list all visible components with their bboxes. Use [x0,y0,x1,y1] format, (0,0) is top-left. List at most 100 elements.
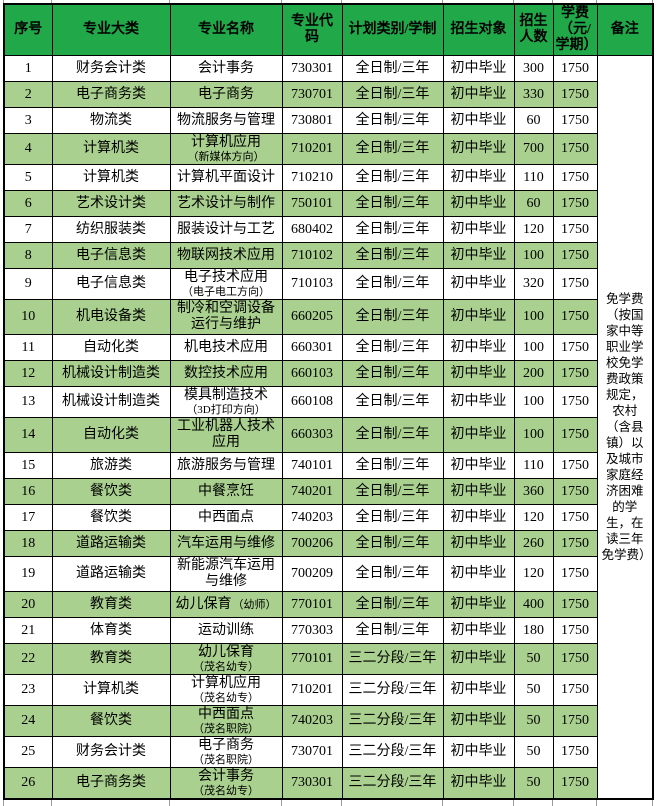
cell-code: 730301 [281,55,343,82]
table-row: 17 餐饮类 中西面点 740203 全日制/三年 初中毕业 120 1750 [3,504,653,531]
major-subname: （茂名幼专） [193,785,259,797]
cell-target: 初中毕业 [442,299,515,335]
table-row: 7 纺织服装类 服装设计与工艺 680402 全日制/三年 初中毕业 120 1… [3,216,653,243]
cell-fee: 1750 [552,190,598,217]
cell-plan: 全日制/三年 [341,216,444,243]
cell-code: 680402 [281,216,343,243]
cell-count: 120 [513,216,554,243]
cell-plan: 全日制/三年 [341,133,444,165]
table-row: 16 餐饮类 中餐烹饪 740201 全日制/三年 初中毕业 360 1750 [3,478,653,505]
cell-category: 电子信息类 [51,268,171,300]
cell-plan: 全日制/三年 [341,417,444,453]
cell-major: 汽车运用与维修 [169,530,283,557]
table-row: 24 餐饮类 中西面点 （茂名职院） 740203 三二分段/三年 初中毕业 50… [3,705,653,737]
cell-plan: 全日制/三年 [341,334,444,361]
cell-code: 660301 [281,334,343,361]
cell-code: 770101 [281,591,343,618]
cell-seq: 3 [3,107,53,134]
major-subname: （茂名职院） [193,723,259,735]
cell-fee: 1750 [552,216,598,243]
cell-category: 财务会计类 [51,736,171,768]
major-name: 中西面点 [198,707,254,722]
cell-seq: 14 [3,417,53,453]
cell-target: 初中毕业 [442,674,515,706]
cell-target: 初中毕业 [442,55,515,82]
cell-major: 计算机平面设计 [169,164,283,191]
cell-count: 700 [513,133,554,165]
cell-code: 750101 [281,190,343,217]
cell-target: 初中毕业 [442,81,515,108]
cell-category: 餐饮类 [51,705,171,737]
cell-major: 服装设计与工艺 [169,216,283,243]
cell-target: 初中毕业 [442,530,515,557]
cell-fee: 1750 [552,299,598,335]
cell-major: 计算机应用 （新媒体方向） [169,133,283,165]
cell-seq: 26 [3,767,53,800]
cell-code: 710201 [281,133,343,165]
cell-seq: 15 [3,452,53,479]
cell-major: 幼儿保育（幼师） [169,591,283,618]
table-body: 1 财务会计类 会计事务 730301 全日制/三年 初中毕业 300 1750… [3,55,654,800]
cell-fee: 1750 [552,81,598,108]
cell-seq: 9 [3,268,53,300]
cell-major: 中西面点 [169,504,283,531]
cell-seq: 23 [3,674,53,706]
cell-seq: 17 [3,504,53,531]
cell-category: 机电设备类 [51,299,171,335]
cell-fee: 1750 [552,705,598,737]
cell-target: 初中毕业 [442,242,515,269]
cell-major: 物联网技术应用 [169,242,283,269]
major-name: 艺术设计与制作 [177,195,275,211]
cell-plan: 全日制/三年 [341,81,444,108]
gridline-tick [169,800,170,806]
cell-fee: 1750 [552,643,598,675]
major-name: 服装设计与工艺 [177,221,275,237]
major-name: 计算机平面设计 [177,169,275,185]
major-name: 电子技术应用 [184,270,268,285]
table-row: 25 财务会计类 电子商务 （茂名职院） 730701 三二分段/三年 初中毕业 … [3,736,653,768]
table-row: 11 自动化类 机电技术应用 660301 全日制/三年 初中毕业 100 17… [3,334,653,361]
cell-category: 教育类 [51,643,171,675]
major-name: 运动训练 [198,622,254,638]
major-name: 幼儿保育 [198,645,254,660]
col-header-count: 招生 人数 [513,3,554,56]
gridline-tick [596,800,597,806]
cell-fee: 1750 [552,417,598,453]
table-row: 2 电子商务类 电子商务 730701 全日制/三年 初中毕业 330 1750 [3,81,653,108]
table-row: 19 道路运输类 新能源汽车运用与维修 700209 全日制/三年 初中毕业 1… [3,556,653,592]
cell-target: 初中毕业 [442,164,515,191]
cell-plan: 全日制/三年 [341,478,444,505]
cell-fee: 1750 [552,591,598,618]
cell-target: 初中毕业 [442,386,515,418]
cell-count: 110 [513,452,554,479]
table-row: 23 计算机类 计算机应用 （茂名幼专） 710201 三二分段/三年 初中毕业 … [3,674,653,706]
cell-fee: 1750 [552,55,598,82]
gridline-tick [513,800,514,806]
cell-category: 计算机类 [51,133,171,165]
cell-code: 710103 [281,268,343,300]
cell-seq: 12 [3,360,53,387]
table-row: 1 财务会计类 会计事务 730301 全日制/三年 初中毕业 300 1750… [3,55,654,800]
cell-count: 180 [513,617,554,644]
cell-target: 初中毕业 [442,643,515,675]
cell-category: 道路运输类 [51,556,171,592]
cell-plan: 全日制/三年 [341,164,444,191]
cell-count: 300 [513,55,554,82]
cell-count: 50 [513,705,554,737]
cell-category: 机械设计制造类 [51,360,171,387]
note-cell: 免学费（按国家中等职业学校免学费政策规定，农村（含县镇）以及城市家庭经济困难的学… [596,55,654,800]
cell-target: 初中毕业 [442,767,515,800]
cell-major: 旅游服务与管理 [169,452,283,479]
table-header: 序号 专业大类 专业名称 专业代码 计划类别/学制 招生对象 招生 人数 学费 … [3,3,654,56]
cell-category: 自动化类 [51,417,171,453]
major-name: 新能源汽车运用与维修 [177,558,275,589]
cell-major: 工业机器人技术应用 [169,417,283,453]
cell-target: 初中毕业 [442,591,515,618]
gridline-tick [281,0,282,3]
cell-count: 260 [513,530,554,557]
cell-fee: 1750 [552,530,598,557]
cell-plan: 全日制/三年 [341,268,444,300]
major-name: 模具制造技术 [184,388,268,403]
cell-code: 740101 [281,452,343,479]
cell-count: 50 [513,674,554,706]
